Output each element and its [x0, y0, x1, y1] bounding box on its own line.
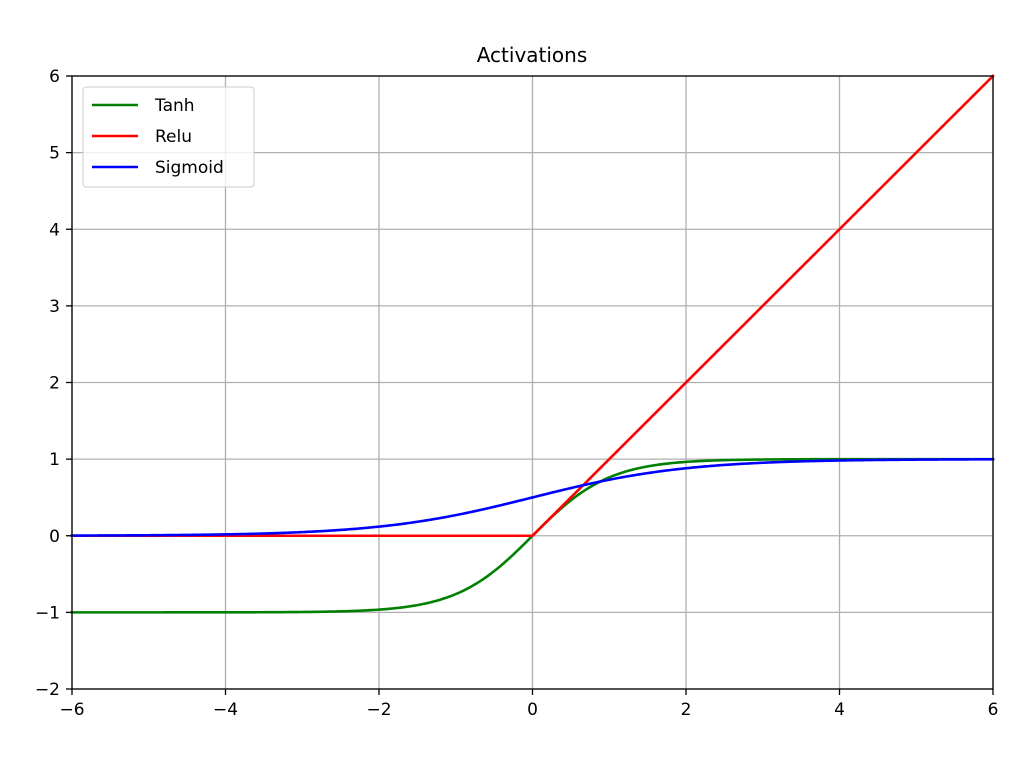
- y-axis-ticks: −2 −1 0 1 2 3 4 5 6: [35, 67, 72, 700]
- y-tick-label: 3: [49, 297, 60, 317]
- legend-entries: Tanh Relu Sigmoid: [92, 96, 224, 178]
- x-tick-label: 0: [527, 700, 538, 720]
- x-tick-label: −6: [59, 700, 84, 720]
- x-tick-label: 2: [681, 700, 692, 720]
- legend: Tanh Relu Sigmoid: [82, 86, 255, 188]
- legend-label-relu: Relu: [155, 127, 192, 147]
- legend-box: [82, 86, 255, 188]
- x-tick-label: −2: [366, 700, 391, 720]
- x-tick-label: 4: [834, 700, 845, 720]
- x-tick-label: −4: [213, 700, 238, 720]
- legend-label-sigmoid: Sigmoid: [155, 158, 224, 178]
- series-line-relu: [70, 74, 995, 538]
- x-axis-ticks: −6 −4 −2 0 2 4 6: [59, 689, 998, 720]
- y-tick-label: 1: [49, 450, 60, 470]
- x-tick-label: 6: [988, 700, 999, 720]
- y-tick-label: 6: [49, 67, 60, 87]
- y-tick-label: 5: [49, 144, 60, 164]
- y-tick-label: −1: [35, 603, 60, 623]
- y-tick-label: 2: [49, 374, 60, 394]
- y-tick-label: 0: [49, 527, 60, 547]
- legend-label-tanh: Tanh: [154, 96, 195, 116]
- series-lines: [70, 74, 995, 614]
- chart-title: Activations: [477, 43, 588, 67]
- y-tick-label: −2: [35, 680, 60, 700]
- y-tick-label: 4: [49, 220, 60, 240]
- series-line-sigmoid: [70, 458, 995, 537]
